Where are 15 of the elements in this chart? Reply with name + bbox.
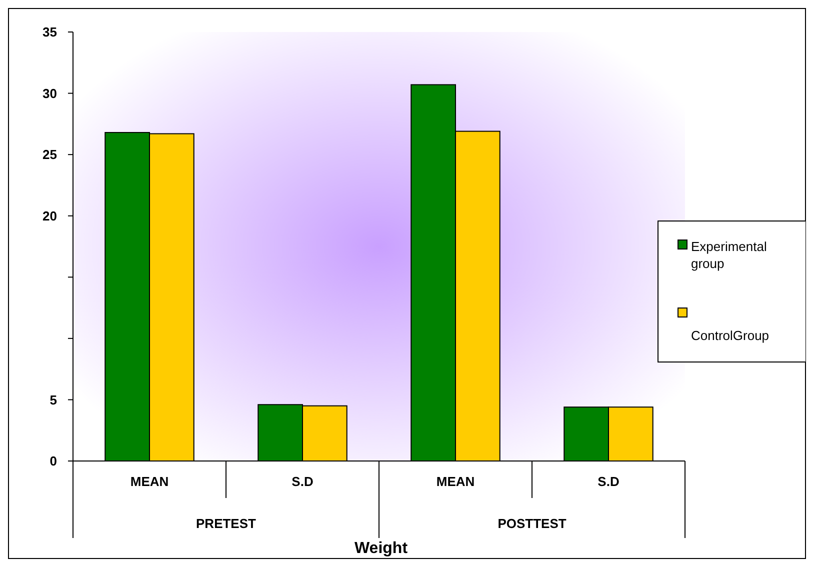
text: PRETEST xyxy=(196,516,256,531)
y-tick-label: 0 xyxy=(50,454,57,469)
x-tick-label: MEAN xyxy=(130,474,169,489)
x-tick-label: MEAN xyxy=(436,474,475,489)
x-axis-title: Weight xyxy=(354,540,408,557)
legend-label: Experimental group xyxy=(691,239,767,271)
text: ControlGroup xyxy=(691,328,770,343)
x-tick-label: S.D xyxy=(292,474,314,489)
y-tick-label: 5 xyxy=(50,392,57,408)
y-tick-label: 25 xyxy=(42,147,57,162)
text: POSTTEST xyxy=(498,516,566,531)
y-tick-label: 35 xyxy=(42,24,57,40)
y-tick-label: 30 xyxy=(42,86,57,101)
y-tick-label: 20 xyxy=(42,208,57,224)
x-tick-label: S.D xyxy=(598,474,620,489)
